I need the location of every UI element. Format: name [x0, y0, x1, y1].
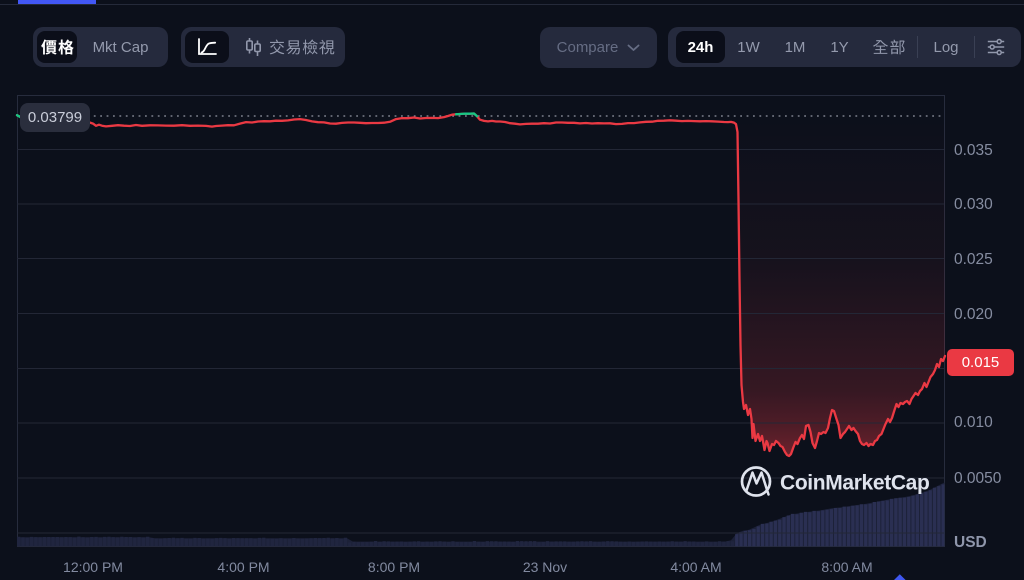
svg-text:CoinMarketCap: CoinMarketCap [780, 472, 929, 495]
